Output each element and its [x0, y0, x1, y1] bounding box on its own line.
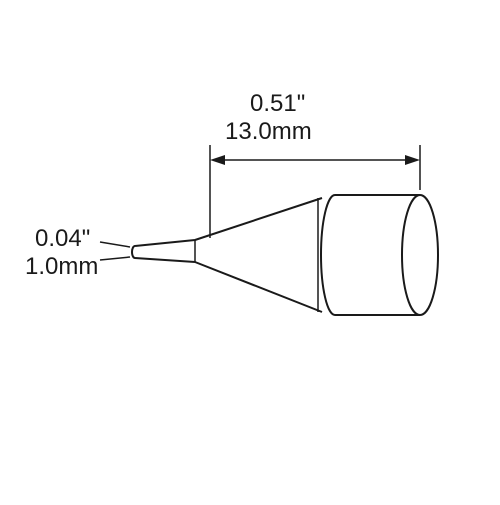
length-inch-label: 0.51" [250, 90, 305, 118]
length-mm-label: 13.0mm [225, 118, 312, 146]
dim-arrow-right [405, 155, 420, 165]
tip-bottom-line [135, 258, 195, 262]
tip-leader-bottom [100, 257, 130, 260]
dim-arrow-left [210, 155, 225, 165]
taper-top-line [195, 198, 322, 240]
tip-end-arc [132, 246, 135, 258]
taper-bottom-line [195, 262, 322, 312]
tip-top-line [135, 240, 195, 246]
body-end-ellipse [402, 195, 438, 315]
soldering-tip-diagram: 0.51" 13.0mm 0.04" 1.0mm [0, 0, 500, 500]
tip-leader-top [100, 242, 130, 247]
tip-mm-label: 1.0mm [25, 253, 98, 281]
body-left-arc [321, 195, 335, 315]
tip-inch-label: 0.04" [35, 225, 90, 253]
